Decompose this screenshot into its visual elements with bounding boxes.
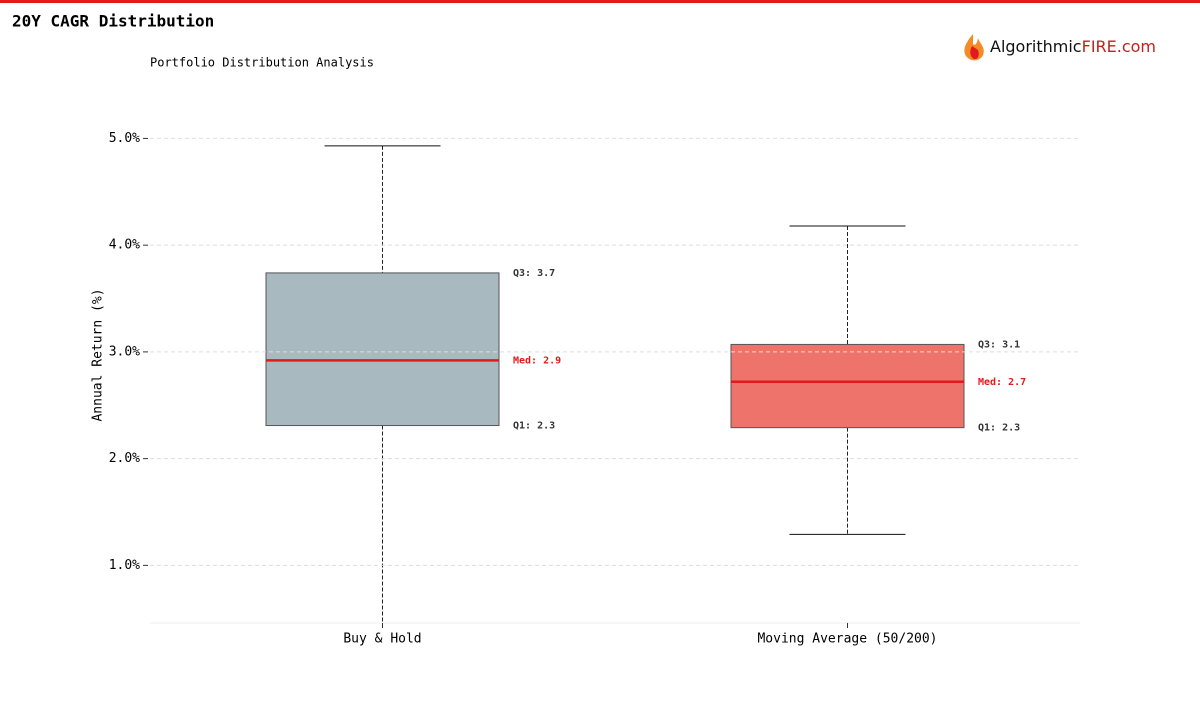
chart-subtitle: Portfolio Distribution Analysis [150, 56, 374, 70]
logo: AlgorithmicFIRE.com [964, 34, 1156, 61]
q1-label: Q1: 2.3 [978, 423, 1020, 434]
y-tick-label: 4.0% [109, 238, 140, 253]
median-label: Med: 2.7 [978, 377, 1026, 388]
y-tick-label: 2.0% [109, 451, 140, 466]
logo-text: AlgorithmicFIRE.com [990, 37, 1156, 56]
q1-label: Q1: 2.3 [513, 421, 555, 432]
y-tick-label: 5.0% [109, 131, 140, 146]
logo-flame [964, 34, 984, 61]
y-tick-label: 1.0% [109, 558, 140, 573]
q3-label: Q3: 3.7 [513, 268, 555, 279]
logo-flame-inner [970, 46, 979, 60]
logo-text-a: Algorithmic [990, 37, 1082, 56]
median-label: Med: 2.9 [513, 355, 561, 366]
box [730, 343, 965, 429]
top-bar [0, 0, 1200, 3]
chart-title: 20Y CAGR Distribution [12, 12, 214, 31]
y-tick-label: 3.0% [109, 344, 140, 359]
q3-label: Q3: 3.1 [978, 339, 1020, 350]
x-tick-label: Buy & Hold [343, 632, 421, 647]
y-axis-label: Annual Return (%) [91, 288, 106, 421]
logo-text-b: FIRE.com [1082, 37, 1156, 56]
plot-area [265, 145, 965, 623]
box [265, 272, 500, 427]
x-tick-label: Moving Average (50/200) [757, 632, 937, 647]
